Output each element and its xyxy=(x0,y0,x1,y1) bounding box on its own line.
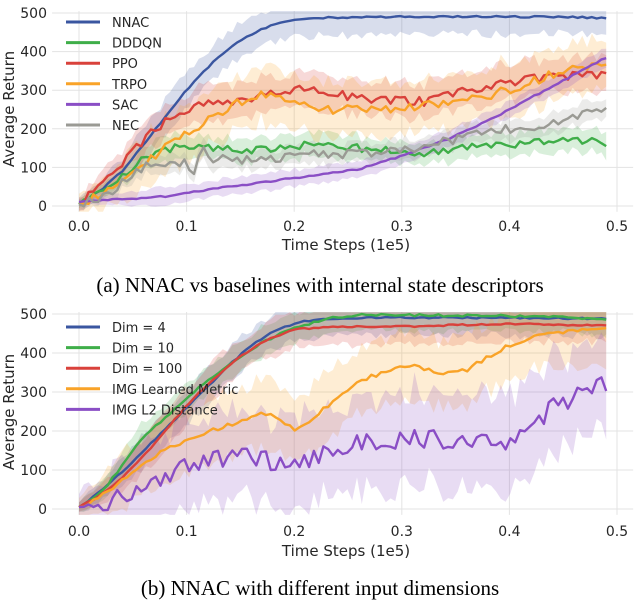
chart-b-caption: (b) NNAC with different input dimensions xyxy=(141,576,499,600)
chart-a-ytick-label: 300 xyxy=(20,83,47,99)
chart-a-xtick-label: 0.2 xyxy=(283,219,305,235)
chart-b-xtick-label: 0.2 xyxy=(283,524,305,540)
chart-a-plot-area xyxy=(55,4,637,214)
chart-a-legend: NNAC DDDQN PPO TRPO SAC NEC xyxy=(66,16,162,134)
chart-a: 0.0 0.1 0.2 0.3 0.4 0.5 0 100 200 300 400 500 NNAC D… xyxy=(0,4,637,297)
chart-b-line-img-learned-metric xyxy=(78,327,607,509)
chart-a-legend-label-dddqn: DDDQN xyxy=(112,37,162,52)
chart-a-xtick-label: 0.1 xyxy=(175,219,197,235)
chart-a-ytick-label: 400 xyxy=(20,45,47,61)
chart-a-caption: (a) NNAC vs baselines with internal stat… xyxy=(96,273,543,297)
chart-b-xtick-label: 0.1 xyxy=(175,524,197,540)
chart-a-line-nec xyxy=(78,106,607,208)
chart-b-xtick-label: 0.3 xyxy=(391,524,413,540)
chart-b-xtick-label: 0.4 xyxy=(498,524,520,540)
chart-b-ylabel: Average Return xyxy=(0,354,18,470)
chart-a-xtick-label: 0.4 xyxy=(498,219,520,235)
chart-b-ytick-label: 100 xyxy=(20,463,47,479)
chart-b-grid xyxy=(52,312,634,515)
chart-a-band-nnac xyxy=(79,11,607,211)
chart-a-xtick-label: 0.5 xyxy=(606,219,628,235)
chart-a-line-trpo xyxy=(78,62,607,206)
chart-b-legend-label-img-learned-metric: IMG Learned Metric xyxy=(112,383,238,398)
chart-a-ytick-label: 100 xyxy=(20,160,47,176)
chart-a-line-nnac xyxy=(78,14,607,206)
chart-a-line-sac xyxy=(78,57,607,204)
chart-a-xlabel: Time Steps (1e5) xyxy=(281,236,410,254)
chart-b-xtick-label: 0.5 xyxy=(606,524,628,540)
chart-a-lines xyxy=(78,14,607,208)
chart-a-legend-label-sac: SAC xyxy=(112,98,138,113)
chart-a-legend-label-trpo: TRPO xyxy=(111,78,147,93)
chart-a-ytick-label: 0 xyxy=(38,199,47,215)
chart-b-band-dim-4 xyxy=(79,312,607,512)
chart-a-line-ppo xyxy=(78,70,607,206)
chart-a-ytick-label: 200 xyxy=(20,122,47,138)
chart-b-line-dim-100 xyxy=(78,322,607,509)
chart-b: 0.0 0.1 0.2 0.3 0.4 0.5 0 100 200 300 400 500 Dim =… xyxy=(0,303,637,600)
chart-a-legend-label-nnac: NNAC xyxy=(112,16,149,31)
chart-a-ytick-label: 500 xyxy=(20,6,47,22)
chart-a-legend-label-ppo: PPO xyxy=(112,57,138,72)
chart-a-band-trpo xyxy=(79,33,607,212)
chart-b-plot-area xyxy=(55,303,637,521)
chart-b-ytick-label: 500 xyxy=(20,307,47,323)
chart-b-ticks: 0.0 0.1 0.2 0.3 0.4 0.5 0 100 200 300 400 500 xyxy=(20,307,628,540)
chart-b-legend-label-dim-4: Dim = 4 xyxy=(112,321,166,336)
chart-b-line-dim-10 xyxy=(78,312,607,509)
chart-a-ylabel: Average Return xyxy=(0,51,18,167)
chart-b-lines xyxy=(78,312,608,512)
chart-b-ytick-label: 200 xyxy=(20,424,47,440)
chart-a-xtick-label: 0.3 xyxy=(391,219,413,235)
chart-b-legend-label-dim-100: Dim = 100 xyxy=(112,362,182,377)
chart-b-ytick-label: 0 xyxy=(38,502,47,518)
chart-b-legend-label-dim-10: Dim = 10 xyxy=(112,342,174,357)
chart-b-xtick-label: 0.0 xyxy=(68,524,90,540)
chart-b-band-dim-10 xyxy=(79,312,607,512)
chart-b-line-img-l2-distance xyxy=(78,376,608,512)
chart-a-line-dddqn xyxy=(78,136,607,205)
chart-b-xlabel: Time Steps (1e5) xyxy=(281,542,410,560)
chart-b-ytick-label: 300 xyxy=(20,385,47,401)
chart-a-ticks: 0.0 0.1 0.2 0.3 0.4 0.5 0 100 200 300 400 500 xyxy=(20,6,628,235)
chart-b-ytick-label: 400 xyxy=(20,346,47,362)
chart-a-legend-label-nec: NEC xyxy=(112,119,139,134)
chart-b-legend-label-img-l2-distance: IMG L2 Distance xyxy=(112,403,218,418)
chart-b-legend: Dim = 4 Dim = 10 Dim = 100 IMG Learned Metr… xyxy=(66,321,238,418)
chart-a-xtick-label: 0.0 xyxy=(68,219,90,235)
chart-b-band-img-l2-distance xyxy=(79,332,607,515)
chart-a-band-sac xyxy=(79,48,607,207)
